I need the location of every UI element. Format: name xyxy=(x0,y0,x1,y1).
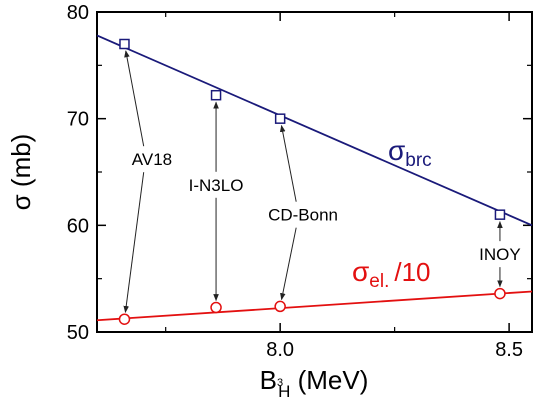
annotation-arrow xyxy=(280,227,297,301)
series-label-el-main: σ xyxy=(352,256,369,287)
x-axis-title-unit: (MeV) xyxy=(290,365,368,395)
x-axis-title-sup: 3 xyxy=(277,377,283,389)
y-tick-label: 50 xyxy=(67,322,89,344)
y-tick-label: 60 xyxy=(67,215,89,237)
x-axis-title-sub: H xyxy=(278,382,290,401)
annotation-arrows xyxy=(123,50,503,313)
series-label-el: σel./10 xyxy=(352,256,431,292)
x-tick-label: 8.5 xyxy=(495,339,523,361)
series-label-brc-main: σ xyxy=(388,135,405,166)
point-brc xyxy=(210,89,222,101)
y-axis-title: σ (mb) xyxy=(6,134,36,211)
annotation-arrow xyxy=(279,124,297,202)
series-label-el-sub: el. xyxy=(369,271,389,292)
annotations: AV18 I-N3LO CD-Bonn INOY xyxy=(132,150,521,264)
fit-line-el xyxy=(96,290,533,322)
point-brc xyxy=(119,38,130,50)
plot-frame xyxy=(96,11,533,333)
point-brc xyxy=(494,209,506,220)
point-el xyxy=(118,313,131,325)
point-brc xyxy=(274,113,286,124)
fit-line-brc xyxy=(96,34,533,227)
annotation-arrow xyxy=(124,50,145,147)
annotation-label: CD-Bonn xyxy=(268,206,338,225)
point-el xyxy=(494,287,506,300)
series-label-brc-sub: brc xyxy=(405,150,431,171)
y-tick-label: 70 xyxy=(67,109,89,131)
y-axis-title-unit: (mb) xyxy=(6,134,36,195)
annotation-label: I-N3LO xyxy=(189,176,244,195)
y-tick-label: 80 xyxy=(67,2,89,24)
axis-ticks xyxy=(97,11,532,333)
x-tick-label: 8.0 xyxy=(266,339,294,361)
point-el xyxy=(210,301,222,314)
x-axis-title-main: B xyxy=(260,365,277,395)
series-label-el-suffix: /10 xyxy=(394,257,430,287)
point-el xyxy=(274,300,286,313)
tick-labels: 8.0 8.5 50 60 70 80 xyxy=(67,2,523,361)
data-points xyxy=(118,38,506,325)
x-axis-title: B3H (MeV) xyxy=(260,365,369,401)
series-label-brc: σbrc xyxy=(388,135,432,171)
y-axis-title-main: σ xyxy=(6,194,36,210)
annotation-arrow xyxy=(123,172,145,313)
annotation-label: AV18 xyxy=(132,150,172,169)
fit-lines xyxy=(96,34,533,322)
annotation-label: INOY xyxy=(479,245,521,264)
